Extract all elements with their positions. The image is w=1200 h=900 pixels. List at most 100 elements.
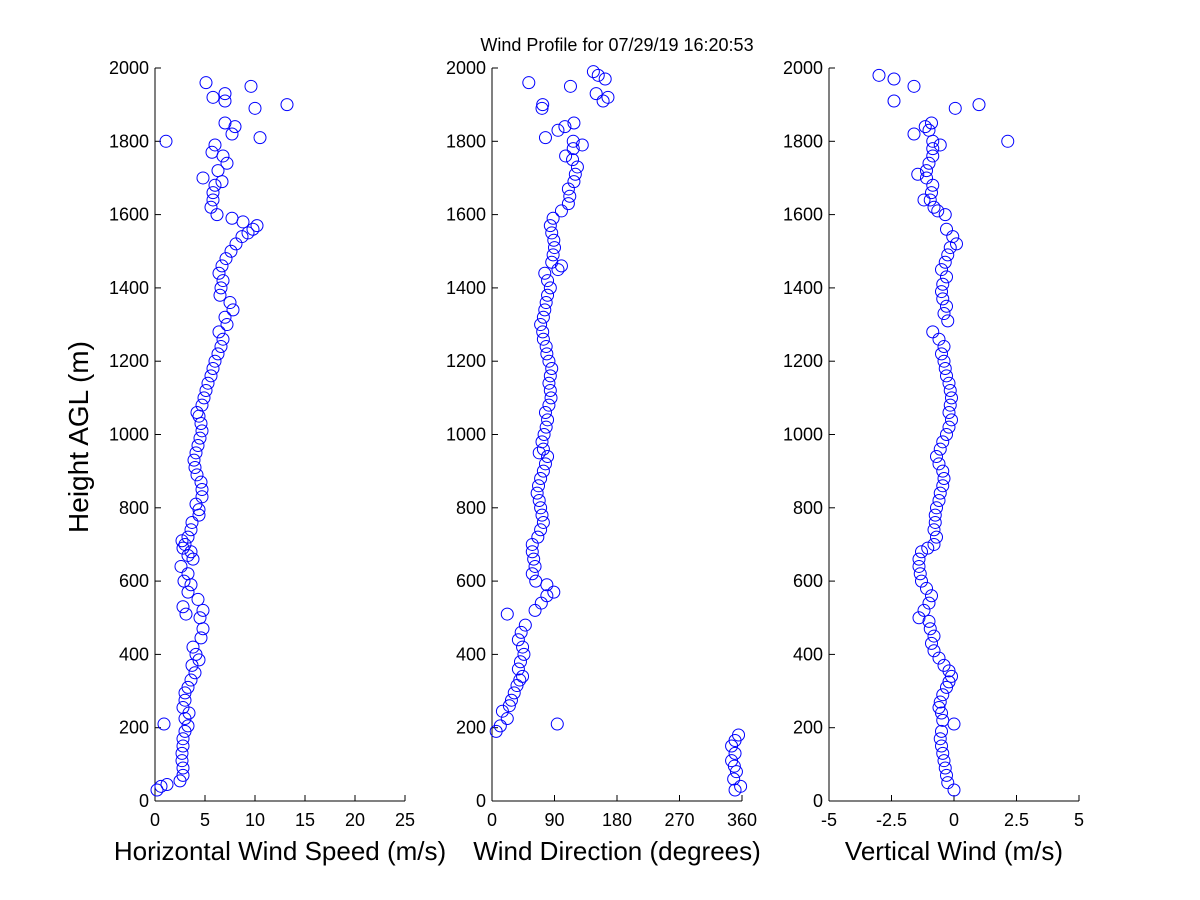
vertical-data-point [940,768,953,782]
speed-x-tick-label: 15 [295,810,315,830]
direction-x-axis-label: Wind Direction (degrees) [473,836,761,866]
vertical-data-point [926,149,940,163]
direction-data-point [500,607,514,621]
vertical-y-tick-label: 800 [793,498,823,518]
direction-data-point [539,296,553,310]
speed-data-point [218,94,232,108]
speed-data-point [177,574,191,588]
direction-data-point [546,211,560,225]
direction-y-tick-label: 800 [456,498,486,518]
direction-data-point [527,552,541,566]
direction-data-point [511,662,525,676]
speed-x-tick-label: 5 [200,810,210,830]
vertical-data-point [911,167,925,181]
speed-data-point [213,288,227,302]
direction-data-point [550,717,564,731]
vertical-data-point [922,156,936,170]
direction-data-point [541,274,555,288]
speed-data-point [199,76,213,90]
vertical-data-point [921,541,935,555]
direction-data-point [513,673,527,687]
vertical-data-point [972,98,986,112]
speed-data-point [206,186,220,200]
direction-data-point [538,266,552,280]
vertical-data-point [936,688,950,702]
speed-data-point [208,178,222,192]
vertical-data-point [933,442,947,456]
speed-y-tick-label: 1600 [109,205,149,225]
vertical-data-point [930,530,943,544]
speed-data-point [216,274,230,288]
height-axis-label: Height AGL (m) [63,341,94,533]
speed-data-point [212,266,226,280]
speed-data-point [187,453,201,467]
direction-x-tick-label: 360 [727,810,757,830]
speed-data-point [175,746,189,760]
vertical-x-tick-label: -2.5 [876,810,907,830]
speed-data-point [181,719,195,733]
vertical-data-point [932,701,946,715]
vertical-data-point [938,255,952,269]
direction-data-point [541,413,555,427]
direction-data-point [546,248,560,262]
direction-data-point [531,530,545,544]
direction-y-tick-label: 1000 [446,425,486,445]
speed-data-point [184,673,198,687]
direction-data-point [575,138,589,152]
speed-data-point [218,310,232,324]
direction-data-point [525,545,539,559]
vertical-y-tick-label: 200 [793,718,823,738]
speed-data-point [191,438,205,452]
speed-y-tick-label: 2000 [109,58,149,78]
direction-data-point [513,655,527,669]
speed-data-point [195,482,209,496]
vertical-data-point [940,222,953,236]
speed-data-point [181,530,195,544]
speed-x-tick-label: 25 [395,810,415,830]
vertical-data-point [937,340,951,354]
speed-data-point [193,431,207,445]
direction-data-point [535,508,549,522]
speed-x-tick-label: 10 [245,810,265,830]
direction-data-point [734,779,748,793]
speed-x-axis-label: Horizontal Wind Speed (m/s) [114,836,446,866]
vertical-data-point [907,79,921,93]
vertical-y-tick-label: 0 [813,791,823,811]
vertical-data-point [936,746,950,760]
speed-data-point [214,281,228,295]
vertical-data-point [930,449,943,463]
vertical-data-point [938,362,952,376]
speed-data-point [160,778,174,792]
speed-data-point [184,523,198,537]
speed-data-point [228,120,242,134]
speed-data-point [189,647,203,661]
direction-data-point [543,281,557,295]
vertical-data-point [915,574,928,588]
vertical-data-point [948,101,962,115]
direction-data-point [545,255,559,269]
speed-data-point [199,384,213,398]
vertical-data-point [940,428,953,441]
vertical-data-point [936,435,950,449]
speed-data-point [195,424,209,438]
vertical-data-point [941,314,955,328]
speed-data-point [188,460,202,474]
direction-data-point [502,699,516,713]
direction-data-point [543,219,557,233]
speed-data-point [214,340,228,354]
direction-data-point [551,123,565,137]
speed-data-point [195,398,209,412]
wind-direction-panel: 0 200 400 600 800 1000 1200 1400 1600 1800 2000 0 90… [446,58,761,866]
direction-data-point [554,259,568,273]
vertical-data-point [936,277,950,291]
speed-data-point [176,761,190,775]
direction-data-point [528,559,542,573]
direction-data-point [536,98,550,112]
direction-data-point [544,391,558,405]
direction-y-tick-label: 1800 [446,131,486,151]
direction-data-point [563,189,577,203]
direction-data-point [566,134,580,148]
direction-data-point [540,347,554,361]
vertical-data-point [945,391,958,405]
